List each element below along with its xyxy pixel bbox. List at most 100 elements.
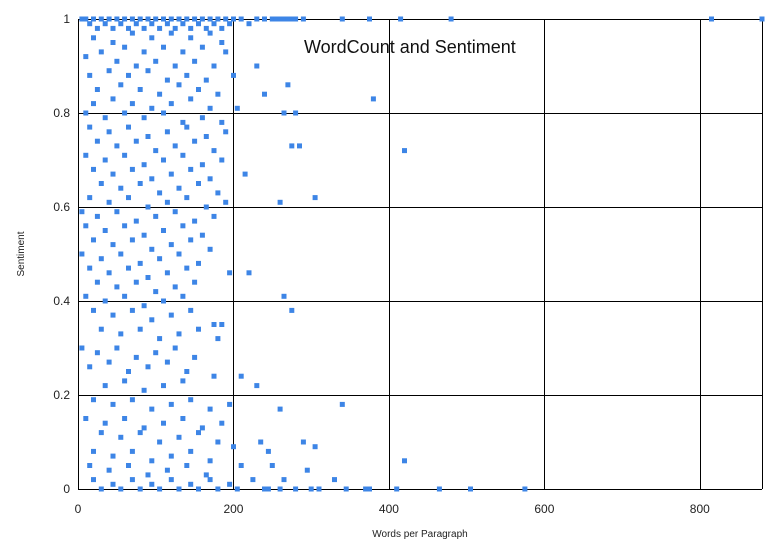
data-point [91, 307, 96, 313]
data-point [293, 486, 299, 492]
data-point [153, 213, 159, 219]
data-point [145, 364, 151, 370]
y-tick-label: 0.2 [53, 388, 70, 402]
data-point [254, 383, 260, 389]
data-point [254, 16, 260, 22]
data-point [129, 448, 135, 454]
data-point [79, 345, 85, 351]
data-point [149, 105, 155, 111]
data-point [262, 91, 267, 97]
data-point [145, 204, 151, 210]
data-point [211, 63, 217, 69]
data-point [223, 49, 229, 55]
data-point [79, 209, 85, 215]
data-point [184, 369, 190, 374]
data-point [161, 383, 166, 389]
data-point [207, 16, 213, 22]
data-point [122, 378, 128, 384]
data-point [94, 279, 100, 285]
data-point [436, 486, 442, 492]
data-point [168, 242, 174, 248]
y-axis-title: Sentiment [16, 231, 27, 276]
data-point [273, 16, 279, 22]
data-point [176, 82, 182, 88]
data-point [91, 237, 96, 243]
data-point [98, 256, 104, 262]
data-point [114, 16, 120, 22]
data-point [122, 152, 128, 158]
data-point [262, 16, 267, 22]
data-point [192, 218, 198, 224]
data-point [196, 260, 201, 266]
data-point [203, 25, 209, 31]
data-point [164, 467, 170, 473]
data-point [277, 199, 283, 205]
data-point [188, 448, 194, 454]
data-point [238, 463, 244, 468]
data-point [285, 82, 291, 88]
data-point [281, 293, 287, 299]
data-point [172, 284, 178, 290]
data-point [110, 40, 116, 45]
data-point [300, 16, 306, 22]
data-point [137, 181, 143, 186]
data-point [157, 439, 163, 445]
data-point [94, 138, 100, 144]
data-point [250, 477, 256, 483]
data-point [269, 16, 275, 22]
data-point [339, 401, 345, 407]
data-point [149, 35, 155, 41]
data-point [367, 486, 372, 492]
data-point [180, 119, 186, 125]
data-point [211, 21, 217, 27]
data-point [94, 350, 100, 356]
data-point [137, 260, 143, 266]
data-point [87, 195, 93, 201]
data-point [402, 148, 407, 154]
data-point [161, 298, 166, 304]
data-point [293, 16, 299, 22]
data-point [522, 486, 528, 492]
data-point [102, 157, 108, 163]
data-point [196, 87, 201, 92]
data-point [207, 105, 213, 111]
data-point [223, 129, 229, 135]
data-point [164, 77, 170, 83]
data-point [83, 152, 89, 158]
data-point [79, 251, 85, 257]
data-point [176, 434, 182, 440]
data-point [223, 199, 229, 205]
data-point [199, 115, 205, 121]
data-point [227, 401, 233, 407]
data-point [172, 143, 178, 149]
data-point [149, 176, 155, 182]
data-point [87, 21, 93, 27]
data-point [188, 35, 194, 41]
data-point [126, 72, 131, 78]
data-point [83, 110, 89, 116]
data-point [207, 406, 213, 412]
data-point [83, 54, 89, 60]
grid-lines [78, 19, 763, 490]
data-point [180, 293, 186, 299]
data-point [161, 110, 166, 116]
data-point [106, 16, 112, 22]
data-point [168, 312, 174, 318]
data-point [219, 119, 225, 125]
data-point [289, 143, 295, 149]
data-point [145, 16, 151, 22]
data-point [168, 101, 174, 107]
data-point [133, 21, 139, 27]
data-point [161, 44, 166, 50]
data-point [102, 420, 108, 426]
y-tick-labels: 0 0.2 0.4 0.6 0.8 1 [53, 12, 70, 496]
data-point [164, 359, 170, 365]
data-point [188, 481, 194, 487]
data-point [133, 279, 139, 285]
data-point [211, 148, 217, 154]
data-point [129, 101, 135, 107]
data-point [188, 166, 194, 172]
data-point [289, 307, 295, 313]
data-point [231, 444, 236, 450]
